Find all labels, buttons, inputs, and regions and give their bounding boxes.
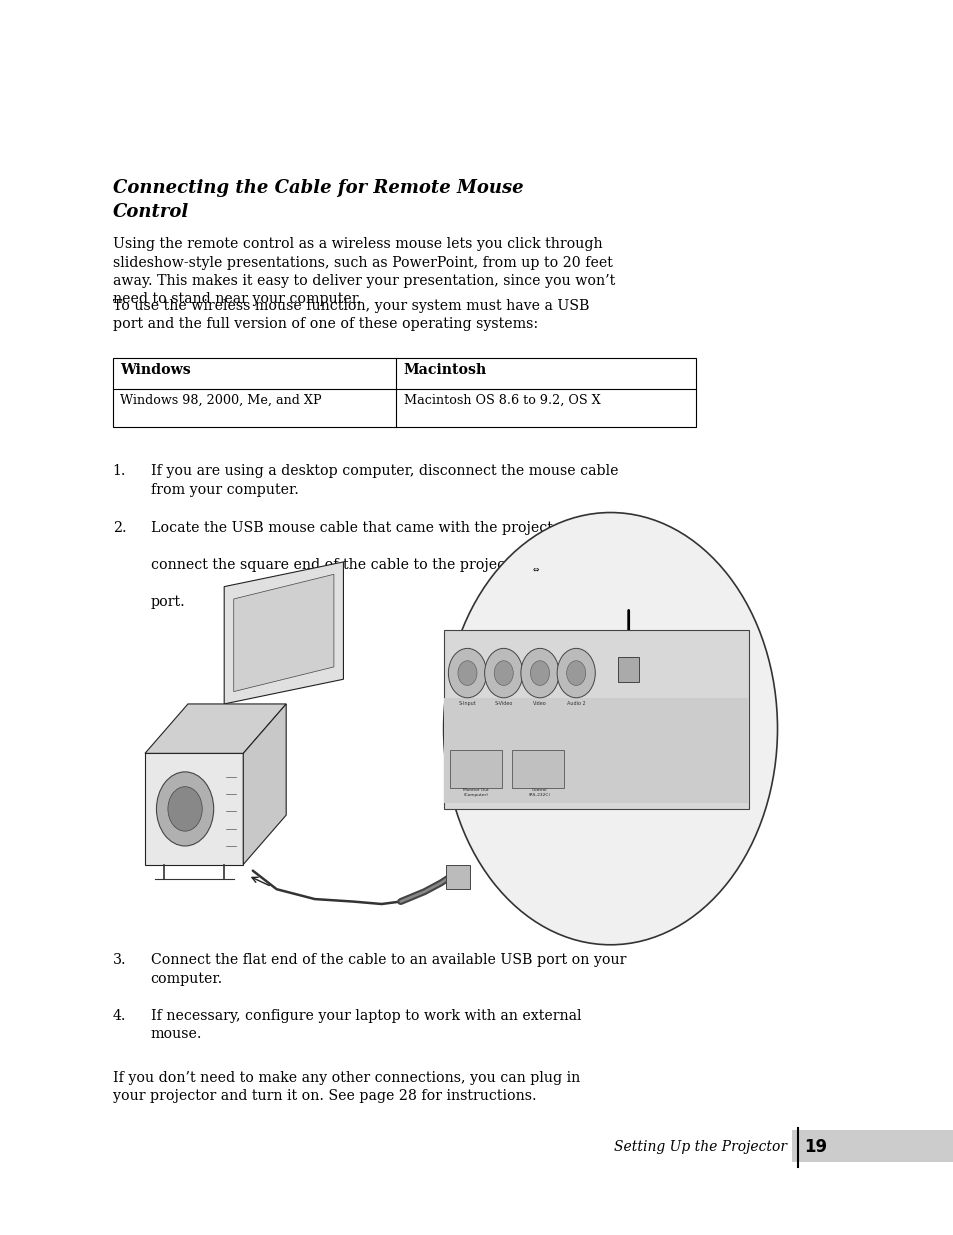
Text: 3.: 3.	[112, 953, 126, 967]
Circle shape	[494, 661, 513, 685]
Polygon shape	[145, 753, 243, 864]
Text: connect the square end of the cable to the projector’s: connect the square end of the cable to t…	[151, 558, 537, 572]
Text: Video: Video	[533, 701, 546, 706]
Text: Windows 98, 2000, Me, and XP: Windows 98, 2000, Me, and XP	[120, 394, 321, 406]
FancyBboxPatch shape	[522, 558, 549, 579]
Circle shape	[484, 648, 522, 698]
Text: Locate the USB mouse cable that came with the projector and: Locate the USB mouse cable that came wit…	[151, 521, 598, 535]
Text: To use the wireless mouse function, your system must have a USB
port and the ful: To use the wireless mouse function, your…	[112, 299, 588, 331]
Text: 1.: 1.	[112, 464, 126, 478]
Circle shape	[457, 661, 476, 685]
Circle shape	[557, 648, 595, 698]
Circle shape	[448, 648, 486, 698]
Polygon shape	[145, 704, 286, 753]
Circle shape	[443, 513, 777, 945]
Text: Connect the flat end of the cable to an available USB port on your
computer.: Connect the flat end of the cable to an …	[151, 953, 625, 986]
FancyBboxPatch shape	[450, 750, 501, 788]
Bar	[618, 657, 639, 682]
Circle shape	[168, 787, 202, 831]
Text: port.: port.	[151, 595, 185, 609]
Text: ⇔: ⇔	[533, 564, 538, 574]
Polygon shape	[243, 704, 286, 864]
Text: Macintosh OS 8.6 to 9.2, OS X: Macintosh OS 8.6 to 9.2, OS X	[403, 394, 599, 406]
Text: USB: USB	[551, 558, 587, 572]
Circle shape	[530, 661, 549, 685]
Polygon shape	[233, 574, 334, 692]
Text: Audio 2: Audio 2	[566, 701, 585, 706]
Text: S-Video: S-Video	[494, 701, 513, 706]
Text: 2.: 2.	[112, 521, 126, 535]
Text: Using the remote control as a wireless mouse lets you click through
slideshow-st: Using the remote control as a wireless m…	[112, 237, 614, 306]
Text: If necessary, configure your laptop to work with an external
mouse.: If necessary, configure your laptop to w…	[151, 1009, 580, 1041]
Circle shape	[156, 772, 213, 846]
Text: Control
(RS-232C): Control (RS-232C)	[528, 788, 551, 797]
Text: 4.: 4.	[112, 1009, 126, 1023]
FancyBboxPatch shape	[445, 864, 470, 889]
Circle shape	[520, 648, 558, 698]
Text: 19: 19	[803, 1139, 826, 1156]
Text: S-Input: S-Input	[458, 701, 476, 706]
Text: If you are using a desktop computer, disconnect the mouse cable
from your comput: If you are using a desktop computer, dis…	[151, 464, 618, 496]
Bar	[112, 358, 696, 427]
Bar	[791, 1130, 953, 1162]
Text: Monitor Out
(Computer): Monitor Out (Computer)	[463, 788, 488, 797]
Circle shape	[566, 661, 585, 685]
Text: If you don’t need to make any other connections, you can plug in
your projector : If you don’t need to make any other conn…	[112, 1071, 579, 1103]
FancyBboxPatch shape	[512, 750, 563, 788]
Text: Setting Up the Projector: Setting Up the Projector	[614, 1140, 786, 1155]
Bar	[443, 698, 748, 803]
Text: Connecting the Cable for Remote Mouse
Control: Connecting the Cable for Remote Mouse Co…	[112, 179, 522, 221]
Bar	[443, 630, 748, 809]
Polygon shape	[224, 562, 343, 704]
Text: Macintosh: Macintosh	[403, 363, 486, 377]
Text: Windows: Windows	[120, 363, 191, 377]
